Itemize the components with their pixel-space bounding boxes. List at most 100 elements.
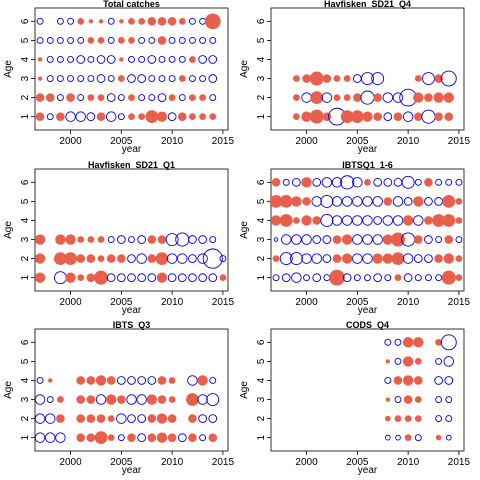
panel-title: Havfisken_SD21_Q1 <box>88 160 175 170</box>
positive-residual-point <box>443 253 454 264</box>
negative-residual-point <box>158 75 166 82</box>
positive-residual-point <box>197 375 208 386</box>
positive-residual-point <box>390 232 405 247</box>
positive-residual-point <box>444 235 454 244</box>
positive-residual-point <box>177 112 187 121</box>
y-axis-label: Age <box>3 60 14 78</box>
negative-residual-point <box>188 36 196 44</box>
positive-residual-point <box>209 113 217 121</box>
positive-residual-point <box>128 17 135 25</box>
positive-residual-point <box>119 19 124 24</box>
positive-residual-point <box>88 19 94 24</box>
negative-residual-point <box>362 253 373 264</box>
x-tick-label: 2015 <box>448 136 471 147</box>
y-tick-label: 6 <box>256 179 267 185</box>
positive-residual-point <box>37 57 43 62</box>
y-axis-label: Age <box>239 381 250 399</box>
negative-residual-point <box>148 75 156 82</box>
negative-residual-point <box>168 36 176 44</box>
positive-residual-point <box>291 196 302 207</box>
y-tick-label: 3 <box>20 236 31 242</box>
positive-residual-point <box>168 377 176 384</box>
panel-title: IBTSQ1_1-6 <box>342 160 393 170</box>
positive-residual-point <box>433 92 444 103</box>
positive-residual-point <box>186 393 199 406</box>
positive-residual-point <box>393 112 403 121</box>
negative-residual-point <box>289 252 303 266</box>
y-tick-label: 2 <box>20 94 31 100</box>
y-tick-label: 3 <box>256 396 267 402</box>
negative-residual-point <box>65 111 76 122</box>
negative-residual-point <box>301 92 312 103</box>
negative-residual-point <box>168 75 176 82</box>
negative-residual-point <box>414 274 422 282</box>
positive-residual-point <box>208 433 218 442</box>
positive-residual-point <box>156 272 168 283</box>
positive-residual-point <box>364 178 371 186</box>
x-tick-label: 2010 <box>397 136 420 147</box>
negative-residual-point <box>352 196 363 207</box>
y-tick-label: 4 <box>256 377 267 383</box>
positive-residual-point <box>77 236 85 243</box>
negative-residual-point <box>206 393 220 406</box>
negative-residual-point <box>36 17 44 25</box>
positive-residual-point <box>145 110 159 124</box>
negative-residual-point <box>352 215 363 226</box>
negative-residual-point <box>116 376 126 385</box>
negative-residual-point <box>117 94 125 102</box>
negative-residual-point <box>136 394 147 405</box>
positive-residual-point <box>106 254 116 263</box>
y-tick-label: 5 <box>20 198 31 204</box>
negative-residual-point <box>435 274 443 282</box>
plot-frame <box>34 7 229 131</box>
positive-residual-point <box>353 93 362 102</box>
positive-residual-point <box>76 433 86 442</box>
positive-residual-point <box>333 75 341 82</box>
negative-residual-point <box>198 235 207 244</box>
negative-residual-point <box>393 177 403 187</box>
negative-residual-point <box>158 56 166 63</box>
positive-residual-point <box>301 215 312 226</box>
positive-residual-point <box>362 111 373 122</box>
positive-residual-point <box>147 235 157 244</box>
x-tick-label: 2010 <box>161 457 184 468</box>
negative-residual-point <box>67 17 75 25</box>
positive-residual-point <box>279 195 293 208</box>
positive-residual-point <box>34 272 46 283</box>
positive-residual-point <box>167 433 177 442</box>
negative-residual-point <box>301 253 312 264</box>
negative-residual-point <box>341 215 353 226</box>
plot-frame <box>34 328 229 452</box>
y-tick-label: 5 <box>20 358 31 364</box>
positive-residual-point <box>329 269 345 286</box>
plot-frame <box>270 168 465 292</box>
negative-residual-point <box>434 376 443 385</box>
positive-residual-point <box>332 254 342 263</box>
positive-residual-point <box>86 254 96 263</box>
y-axis-label: Age <box>3 381 14 399</box>
positive-residual-point <box>402 337 414 348</box>
positive-residual-point <box>434 74 443 83</box>
positive-residual-point <box>385 415 391 422</box>
positive-residual-point <box>383 197 393 206</box>
negative-residual-point <box>198 273 207 283</box>
positive-residual-point <box>413 235 423 244</box>
positive-residual-point <box>382 253 394 264</box>
negative-residual-point <box>435 415 443 423</box>
negative-residual-point <box>188 254 197 263</box>
positive-residual-point <box>127 433 136 442</box>
negative-residual-point <box>56 75 64 82</box>
negative-residual-point <box>208 273 218 283</box>
positive-residual-point <box>270 215 282 226</box>
negative-residual-point <box>352 74 362 83</box>
negative-residual-point <box>46 36 54 44</box>
negative-residual-point <box>138 36 146 44</box>
y-tick-label: 5 <box>20 37 31 43</box>
negative-residual-point <box>424 254 433 263</box>
positive-residual-point <box>157 376 167 385</box>
negative-residual-point <box>116 413 127 424</box>
negative-residual-point <box>360 90 375 105</box>
positive-residual-point <box>64 252 77 265</box>
positive-residual-point <box>413 196 424 207</box>
